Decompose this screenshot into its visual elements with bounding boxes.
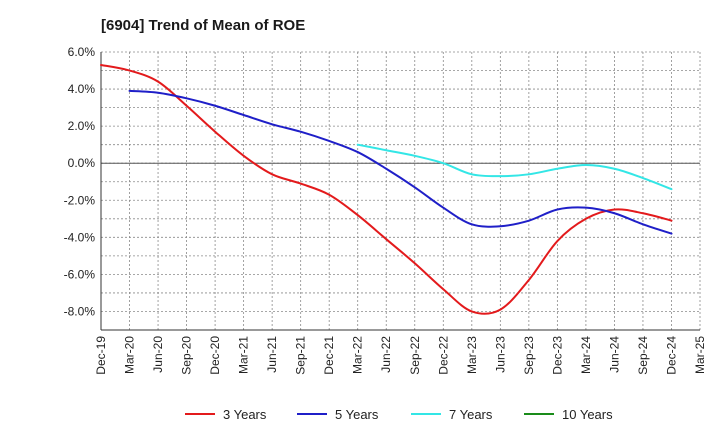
y-tick-label: 4.0% — [68, 82, 96, 96]
legend: 3 Years 5 Years 7 Years 10 Years — [185, 407, 613, 422]
x-tick-label: Dec-19 — [94, 336, 108, 375]
x-tick-label: Jun-20 — [151, 336, 165, 373]
axes — [100, 52, 700, 331]
y-tick-label: -4.0% — [64, 230, 96, 244]
x-tick-label: Mar-22 — [351, 336, 365, 374]
x-tick-label: Sep-23 — [522, 336, 536, 375]
y-tick-label: 0.0% — [68, 156, 96, 170]
x-tick-label: Mar-25 — [693, 336, 707, 374]
legend-label-10-years: 10 Years — [562, 407, 613, 422]
x-tick-label: Jun-21 — [265, 336, 279, 373]
series-line-3-years — [100, 63, 673, 315]
x-tick-label: Jun-23 — [493, 336, 507, 373]
x-tick-label: Dec-23 — [550, 336, 564, 375]
x-tick-label: Mar-23 — [465, 336, 479, 374]
x-tick-label: Mar-21 — [237, 336, 251, 374]
y-tick-label: -8.0% — [64, 304, 96, 318]
x-tick-label: Sep-21 — [294, 336, 308, 375]
x-tick-label: Dec-24 — [664, 336, 678, 375]
series-line-5-years — [128, 89, 673, 235]
x-tick-label: Mar-20 — [123, 336, 137, 374]
y-tick-label: 6.0% — [68, 45, 96, 59]
x-tick-label: Jun-24 — [607, 336, 621, 373]
x-tick-label: Sep-20 — [180, 336, 194, 375]
chart-title: [6904] Trend of Mean of ROE — [101, 17, 305, 34]
x-tick-label: Sep-24 — [636, 336, 650, 375]
plot-area — [101, 52, 700, 330]
x-tick-label: Dec-21 — [322, 336, 336, 375]
y-tick-labels: 6.0% 4.0% 2.0% 0.0% -2.0% -4.0% -6.0% -8.0% — [64, 45, 96, 318]
x-tick-label: Dec-22 — [436, 336, 450, 375]
legend-label-5-years: 5 Years — [335, 407, 379, 422]
x-tick-label: Mar-24 — [579, 336, 593, 374]
x-tick-label: Dec-20 — [208, 336, 222, 375]
series-line-7-years — [356, 143, 673, 191]
x-tick-labels: Dec-19 Mar-20 Jun-20 Sep-20 Dec-20 Mar-21 Jun-… — [94, 336, 707, 375]
x-tick-label: Jun-22 — [379, 336, 393, 373]
y-tick-label: -6.0% — [64, 267, 96, 281]
x-tick-label: Sep-22 — [408, 336, 422, 375]
legend-label-3-years: 3 Years — [223, 407, 267, 422]
y-tick-label: -2.0% — [64, 193, 96, 207]
series-layer — [100, 63, 673, 315]
legend-label-7-years: 7 Years — [449, 407, 493, 422]
y-tick-label: 2.0% — [68, 119, 96, 133]
